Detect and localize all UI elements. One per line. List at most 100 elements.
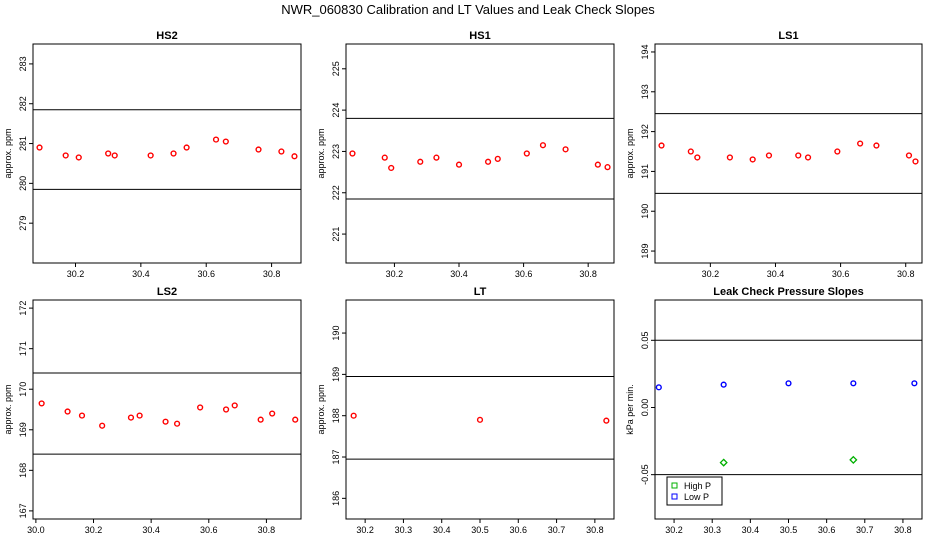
panel-5: Leak Check Pressure Slopes kPa per min. 30… <box>625 286 923 535</box>
y-tick-label: 192 <box>640 124 650 139</box>
panel-title: LS1 <box>778 30 798 42</box>
data-point <box>765 152 773 159</box>
x-tick-label: 30.4 <box>433 525 451 535</box>
x-tick-label: 30.6 <box>832 269 850 279</box>
y-tick-label: 280 <box>18 176 28 191</box>
x-tick-label: 30.6 <box>510 525 528 535</box>
data-point <box>417 158 424 165</box>
data-point <box>912 158 919 165</box>
data-point <box>162 418 169 425</box>
x-tick-label: 30.4 <box>450 269 468 279</box>
data-point <box>173 420 181 427</box>
x-tick-label: 30.6 <box>818 525 836 535</box>
data-point <box>212 136 220 143</box>
x-tick-label: 30.8 <box>586 525 604 535</box>
data-point <box>38 400 45 407</box>
x-tick-label: 30.7 <box>856 525 874 535</box>
legend-box <box>666 476 723 506</box>
y-tick-label: 0.00 <box>640 399 650 417</box>
data-point <box>523 150 530 157</box>
y-tick-label: 222 <box>331 185 341 200</box>
plot-frame <box>345 299 615 520</box>
y-tick-label: 168 <box>18 463 28 478</box>
data-point <box>850 380 857 387</box>
data-point <box>36 144 43 151</box>
x-tick-label: 30.2 <box>665 525 683 535</box>
data-point <box>484 158 492 165</box>
y-axis-label: approx. ppm <box>625 128 635 178</box>
x-tick-label: 30.4 <box>142 525 160 535</box>
data-point <box>594 161 601 168</box>
data-point <box>257 416 264 423</box>
y-tick-label: 190 <box>640 204 650 219</box>
data-point <box>75 154 82 161</box>
data-point <box>804 154 812 161</box>
data-point <box>834 148 841 155</box>
data-point <box>231 402 238 409</box>
data-point <box>719 458 728 467</box>
x-tick-label: 30.8 <box>258 525 276 535</box>
panel-title: LS2 <box>157 286 177 298</box>
y-tick-label: 171 <box>18 341 28 356</box>
data-point <box>785 380 792 387</box>
x-tick-label: 30.2 <box>85 525 103 535</box>
y-axis-label: approx. ppm <box>316 128 326 178</box>
data-point <box>78 412 86 419</box>
data-point <box>749 156 756 163</box>
x-tick-label: 30.2 <box>702 269 720 279</box>
y-tick-label: 224 <box>331 103 341 118</box>
data-point <box>222 406 230 413</box>
y-tick-label: 188 <box>331 408 341 423</box>
data-point <box>381 154 388 161</box>
data-point <box>197 404 204 411</box>
y-tick-label: 0.05 <box>640 332 650 350</box>
legend-label: High P <box>684 481 711 491</box>
y-axis-label: approx. ppm <box>316 384 326 434</box>
y-tick-label: 283 <box>18 56 28 71</box>
data-point <box>170 150 177 157</box>
x-tick-label: 30.4 <box>132 269 150 279</box>
data-point <box>795 152 802 159</box>
panel-1: HS1 approx. ppm 30.2 30.4 30.6 30.8 221 222 223 2… <box>316 30 615 279</box>
y-tick-label: 279 <box>18 216 28 231</box>
x-tick-label: 30.6 <box>197 269 215 279</box>
y-tick-label: 282 <box>18 96 28 111</box>
panel-title: LT <box>474 286 487 298</box>
data-point <box>222 138 229 145</box>
data-point <box>687 148 694 155</box>
y-tick-label: 191 <box>640 164 650 179</box>
y-tick-label: 225 <box>331 61 341 76</box>
figure-title: NWR_060830 Calibration and LT Values and… <box>281 2 655 17</box>
data-point <box>349 150 356 157</box>
data-point <box>255 146 262 153</box>
data-point <box>562 146 569 153</box>
data-point <box>388 164 395 172</box>
data-point <box>111 152 118 159</box>
x-tick-label: 30.8 <box>894 525 912 535</box>
y-tick-label: 170 <box>18 382 28 397</box>
y-tick-label: 189 <box>331 367 341 382</box>
x-tick-label: 30.8 <box>263 269 281 279</box>
y-tick-label: 221 <box>331 227 341 242</box>
data-point <box>183 144 190 151</box>
legend-label: Low P <box>684 492 709 502</box>
x-tick-label: 30.5 <box>471 525 489 535</box>
x-tick-label: 30.2 <box>356 525 374 535</box>
data-point <box>694 154 701 161</box>
y-axis-label: kPa per min. <box>625 384 635 435</box>
data-point <box>905 152 913 159</box>
y-tick-label: 193 <box>640 84 650 99</box>
data-point <box>655 384 662 391</box>
data-point <box>64 408 71 415</box>
y-tick-label: 186 <box>331 491 341 506</box>
data-point <box>278 148 285 155</box>
legend-marker <box>671 493 678 500</box>
panel-title: HS2 <box>156 30 177 42</box>
y-tick-label: 194 <box>640 44 650 59</box>
data-point <box>350 412 357 419</box>
data-point <box>99 422 106 429</box>
panel-3: LS2 approx. ppm 30.0 30.2 30.4 30.6 30.8 167 168… <box>3 286 302 535</box>
data-point <box>911 380 918 387</box>
data-point <box>455 161 463 168</box>
